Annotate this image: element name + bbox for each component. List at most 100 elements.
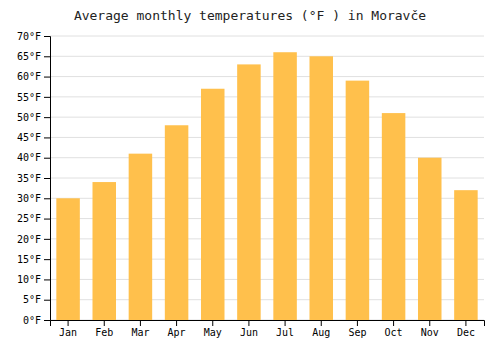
bar: [56, 198, 80, 320]
y-tick-mark: [44, 56, 50, 57]
y-tick-mark: [44, 259, 50, 260]
y-tick: 65°F: [17, 51, 50, 62]
bar: [201, 89, 225, 320]
x-tick-label: Jan: [59, 327, 77, 338]
x-tick: Aug: [312, 320, 330, 338]
y-tick-mark: [44, 137, 50, 138]
x-tick-label: Feb: [95, 327, 113, 338]
y-tick-label: 5°F: [23, 294, 41, 305]
y-axis-line: [44, 37, 51, 321]
x-tick-label: Aug: [312, 327, 330, 338]
y-tick-label: 10°F: [17, 274, 41, 285]
y-tick-label: 25°F: [17, 213, 41, 224]
y-tick-mark: [44, 279, 50, 280]
bar: [346, 81, 370, 320]
y-tick: 55°F: [17, 92, 50, 103]
grid: [50, 36, 484, 320]
x-tick-label: Jun: [240, 327, 258, 338]
y-tick-label: 50°F: [17, 112, 41, 123]
x-tick-label: Mar: [131, 327, 149, 338]
x-tick-mark: [429, 320, 430, 326]
x-tick-mark: [321, 320, 322, 326]
x-axis: Jan Feb Mar Apr May Jun Jul Aug Sep Oct Nov Dec: [51, 320, 485, 338]
x-tick-mark: [285, 320, 286, 326]
y-tick: 50°F: [17, 112, 50, 123]
bar: [237, 64, 261, 320]
bar: [129, 154, 153, 320]
y-tick: 45°F: [17, 132, 50, 143]
y-tick-label: 35°F: [17, 173, 41, 184]
y-tick-mark: [44, 77, 50, 78]
y-tick: 15°F: [17, 254, 50, 265]
x-tick: Jul: [276, 320, 294, 338]
x-tick: Apr: [168, 320, 186, 338]
y-axis: 0°F 5°F 10°F 15°F 20°F 25°F 30°F 35°F 40°F 45°F 50…: [17, 31, 51, 326]
title: Average monthly temperatures (°F ) in Mo…: [74, 8, 426, 23]
x-tick-mark: [393, 320, 394, 326]
x-tick: Jun: [240, 320, 258, 338]
bar: [418, 158, 442, 320]
y-tick-mark: [44, 178, 50, 179]
y-tick-label: 20°F: [17, 234, 41, 245]
y-tick: 10°F: [17, 274, 50, 285]
y-tick: 40°F: [17, 152, 50, 163]
bar: [382, 113, 406, 320]
x-tick: Oct: [385, 320, 403, 338]
x-tick-mark: [248, 320, 249, 326]
x-tick-label: Nov: [421, 327, 439, 338]
bar: [165, 125, 189, 320]
y-tick: 60°F: [17, 71, 50, 82]
y-tick: 25°F: [17, 213, 50, 224]
y-tick: 35°F: [17, 173, 50, 184]
x-tick-mark: [176, 320, 177, 326]
y-tick-label: 45°F: [17, 132, 41, 143]
y-tick-label: 65°F: [17, 51, 41, 62]
x-tick-mark: [68, 320, 69, 326]
x-tick-label: Sep: [348, 327, 366, 338]
x-tick: Jan: [59, 320, 77, 338]
x-tick: May: [204, 320, 222, 338]
x-tick-label: Dec: [457, 327, 475, 338]
y-tick-mark: [44, 97, 50, 98]
y-tick-mark: [44, 239, 50, 240]
x-tick-mark: [104, 320, 105, 326]
y-tick-mark: [44, 300, 50, 301]
grid-line: [50, 96, 484, 97]
x-tick: Sep: [348, 320, 366, 338]
x-tick-label: Jul: [276, 327, 294, 338]
x-tick: Dec: [457, 320, 475, 338]
y-tick-label: 55°F: [17, 92, 41, 103]
y-tick: 20°F: [17, 234, 50, 245]
grid-line: [50, 36, 484, 37]
y-tick-label: 15°F: [17, 254, 41, 265]
bars: [56, 52, 477, 320]
y-tick-label: 0°F: [23, 315, 41, 326]
y-tick-label: 40°F: [17, 152, 41, 163]
x-tick: Feb: [95, 320, 113, 338]
y-tick-mark: [44, 158, 50, 159]
y-tick: 70°F: [17, 31, 50, 42]
x-tick-label: Apr: [168, 327, 186, 338]
y-tick-mark: [44, 198, 50, 199]
x-tick-mark: [465, 320, 466, 326]
y-tick-label: 70°F: [17, 31, 41, 42]
x-tick-label: May: [204, 327, 222, 338]
grid-line: [50, 117, 484, 118]
x-tick-mark: [140, 320, 141, 326]
y-tick-mark: [44, 219, 50, 220]
bar: [273, 52, 297, 320]
x-tick: Mar: [131, 320, 149, 338]
chart: Average monthly temperatures (°F ) in Mo…: [0, 0, 500, 350]
y-tick: 30°F: [17, 193, 50, 204]
y-tick-mark: [44, 117, 50, 118]
bar: [454, 190, 478, 320]
x-tick: Nov: [421, 320, 439, 338]
grid-line: [50, 137, 484, 138]
grid-line: [50, 56, 484, 57]
y-tick-label: 60°F: [17, 71, 41, 82]
x-tick-mark: [212, 320, 213, 326]
y-tick: 0°F: [23, 315, 50, 326]
y-tick-mark: [44, 36, 50, 37]
grid-line: [50, 76, 484, 77]
x-tick-mark: [357, 320, 358, 326]
